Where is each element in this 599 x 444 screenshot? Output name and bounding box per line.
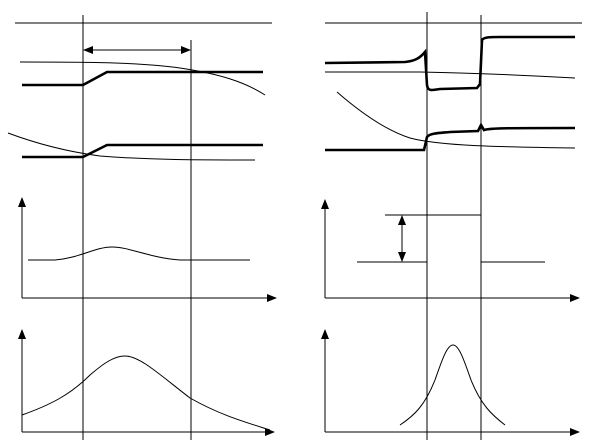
bump (28, 246, 250, 261)
curve (325, 71, 576, 79)
thick-line (22, 143, 263, 159)
curve (336, 91, 576, 149)
left-panel (7, 15, 277, 440)
gaussian (21, 355, 271, 431)
curve (7, 132, 256, 161)
thick-line (325, 122, 576, 152)
step (357, 214, 545, 263)
right-panel (321, 12, 582, 440)
curve (19, 61, 266, 96)
thick-line (22, 70, 263, 87)
thick-line (324, 35, 575, 92)
narrow-gaussian (399, 344, 506, 426)
